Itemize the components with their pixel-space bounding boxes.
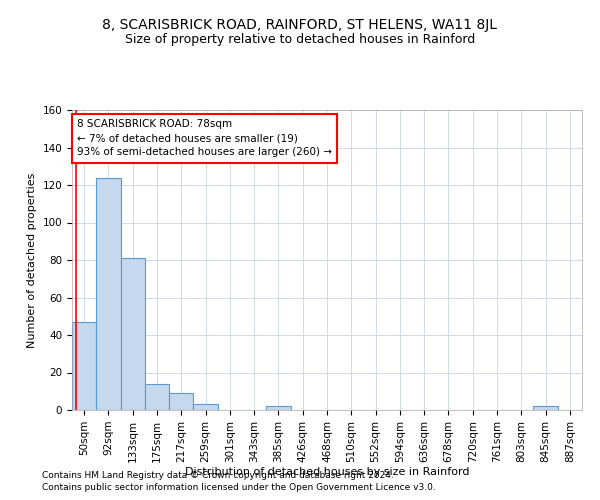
Bar bbox=[96, 178, 121, 410]
Bar bbox=[193, 404, 218, 410]
Text: Size of property relative to detached houses in Rainford: Size of property relative to detached ho… bbox=[125, 32, 475, 46]
X-axis label: Distribution of detached houses by size in Rainford: Distribution of detached houses by size … bbox=[185, 468, 469, 477]
Text: 8, SCARISBRICK ROAD, RAINFORD, ST HELENS, WA11 8JL: 8, SCARISBRICK ROAD, RAINFORD, ST HELENS… bbox=[103, 18, 497, 32]
Text: 8 SCARISBRICK ROAD: 78sqm
← 7% of detached houses are smaller (19)
93% of semi-d: 8 SCARISBRICK ROAD: 78sqm ← 7% of detach… bbox=[77, 120, 332, 158]
Y-axis label: Number of detached properties: Number of detached properties bbox=[27, 172, 37, 348]
Bar bbox=[121, 258, 145, 410]
Bar bbox=[533, 406, 558, 410]
Bar bbox=[145, 384, 169, 410]
Bar bbox=[266, 406, 290, 410]
Bar bbox=[72, 322, 96, 410]
Text: Contains HM Land Registry data © Crown copyright and database right 2024.: Contains HM Land Registry data © Crown c… bbox=[42, 470, 394, 480]
Bar bbox=[169, 393, 193, 410]
Text: Contains public sector information licensed under the Open Government Licence v3: Contains public sector information licen… bbox=[42, 483, 436, 492]
